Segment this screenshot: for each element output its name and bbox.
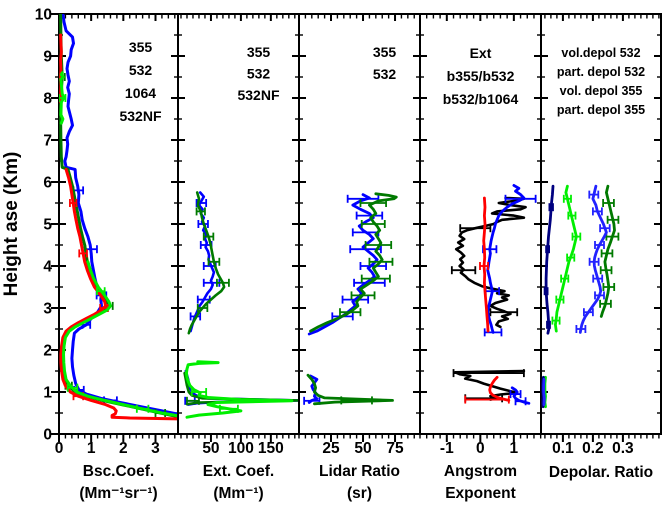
series-ext-532 [187, 191, 226, 335]
series-bsc-532NF [62, 260, 178, 418]
series-group-ext [183, 191, 299, 419]
error-bar-355 [359, 262, 387, 270]
x-axis-title-lidar-ratio: (sr) [347, 485, 372, 502]
x-tick-label: 25 [322, 440, 340, 457]
legend-lidar-ratio-532: 532 [373, 66, 397, 82]
y-tick-label: 2 [43, 343, 52, 360]
series-depol-part-depol-355 [578, 184, 608, 334]
series-depol-part-depol-355 [542, 378, 546, 406]
y-tick-label: 0 [43, 427, 52, 444]
error-bar-355 [355, 211, 384, 220]
series-angstrom-Ext [454, 196, 527, 329]
legend-bsc-532: 532 [129, 62, 153, 78]
series-lidar-ratio-532 [309, 192, 398, 333]
x-tick-label: 2 [119, 440, 128, 457]
series-lidar-ratio-532 [306, 373, 394, 406]
series-depol-part-depol-532 [599, 184, 616, 318]
x-axis-title-ext: (Mm⁻¹) [213, 485, 263, 502]
x-tick-label: 0 [55, 440, 64, 457]
legend-angstrom-b355-b532: b355/b532 [447, 68, 515, 84]
legend-ext-532: 532 [247, 66, 271, 82]
x-axis-title-depol: Depolar. Ratio [549, 464, 653, 481]
x-tick-label: 100 [228, 440, 254, 457]
legend-bsc-1064: 1064 [125, 85, 156, 101]
y-tick-label: 7 [43, 133, 52, 150]
series-bsc-532NF [59, 71, 66, 125]
panel-border-lidar-ratio [298, 13, 421, 435]
x-tick-label: 3 [151, 440, 160, 457]
y-tick-label: 6 [43, 175, 52, 192]
series-bsc-1064 [59, 167, 178, 421]
x-axis-title-angstrom: Angstrom [444, 463, 517, 480]
series-angstrom-b532/b1064 [488, 375, 511, 402]
x-tick-label: 150 [258, 440, 284, 457]
legend-depol-part-depol-355: part. depol 355 [557, 103, 645, 117]
series-group-lidar-ratio [303, 192, 398, 406]
y-axis-label: Height ase (Km) [1, 152, 22, 297]
legend-bsc-532nf: 532NF [119, 108, 161, 124]
x-tick-label: 75 [386, 440, 404, 457]
x-tick-label: 50 [202, 440, 219, 457]
x-axis-title-bsc: (Mm⁻¹sr⁻¹) [79, 485, 157, 502]
series-group-angstrom [450, 184, 537, 406]
x-axis-title-angstrom: Exponent [445, 485, 516, 502]
series-group-depol [541, 184, 620, 409]
x-tick-label: 0.1 [552, 440, 574, 457]
series-bsc-355 [61, 14, 178, 416]
x-tick-label: 0.2 [582, 440, 604, 457]
x-tick-label: 0 [476, 440, 485, 457]
x-axis-title-ext: Ext. Coef. [203, 463, 274, 480]
y-tick-label: 8 [43, 91, 52, 108]
series-angstrom-b532/b1064 [482, 196, 490, 333]
y-tick-label: 9 [43, 49, 52, 66]
y-tick-label: 3 [43, 301, 52, 318]
series-angstrom-b355/b532 [510, 386, 531, 405]
y-tick-label: 4 [43, 259, 52, 276]
legend-depol-vol-depol-532: vol.depol 532 [561, 46, 640, 60]
x-tick-label: 0.3 [612, 440, 634, 457]
legend-bsc-355: 355 [129, 39, 153, 55]
x-axis-title-bsc: Bsc.Coef. [83, 463, 155, 480]
series-ext-532NF [184, 360, 294, 419]
x-tick-label: 1 [510, 440, 519, 457]
panel-border-ext [177, 13, 300, 435]
y-tick-label: 1 [43, 385, 52, 402]
legend-depol-part-depol-532: part. depol 532 [557, 65, 645, 79]
series-angstrom-b355/b532 [486, 184, 526, 334]
x-tick-label: -1 [440, 440, 454, 457]
x-tick-label: 50 [354, 440, 371, 457]
legend-angstrom-b532-b1064: b532/b1064 [443, 91, 519, 107]
legend-angstrom-ext: Ext [470, 45, 492, 61]
y-tick-label: 5 [43, 217, 52, 234]
legend-ext-532nf: 532NF [237, 87, 279, 103]
error-bar-532 [360, 220, 386, 228]
legend-lidar-ratio-355: 355 [373, 44, 397, 60]
series-group-bsc [59, 14, 178, 421]
legend-ext-355: 355 [247, 44, 271, 60]
y-tick-label: 10 [35, 7, 52, 24]
legend-depol-vol-depol-355: vol. depol 355 [560, 84, 643, 98]
x-tick-label: 1 [87, 440, 96, 457]
series-depol-vol-depol-355 [544, 184, 555, 335]
series-bsc-532 [59, 14, 178, 419]
x-axis-title-lidar-ratio: Lidar Ratio [319, 463, 400, 480]
series-depol-vol-depol-532 [554, 184, 578, 333]
